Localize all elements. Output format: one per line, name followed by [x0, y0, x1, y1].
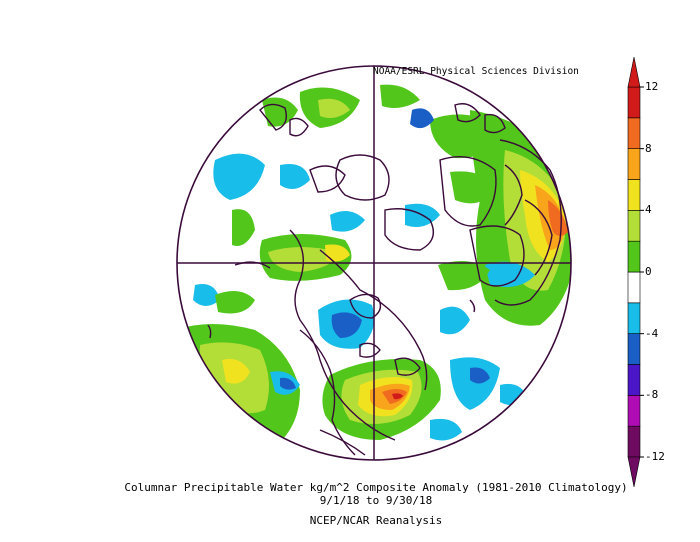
- colorbar-tick-label: 12: [645, 80, 659, 93]
- colorbar-segment: [627, 333, 641, 365]
- colorbar-segment: [627, 240, 641, 273]
- map-title: Columnar Precipitable Water kg/m^2 Compo…: [124, 481, 628, 494]
- colorbar-tick-label: 0: [645, 265, 652, 278]
- colorbar-tick-label: 8: [645, 141, 652, 155]
- colorbar-segment: [627, 210, 641, 242]
- date-range: 9/1/18 to 9/30/18: [319, 494, 433, 507]
- colorbar-tick-label: 4: [645, 203, 652, 217]
- colorbar-segment: [627, 271, 641, 304]
- colorbar-segment: [627, 117, 641, 149]
- colorbar-tick-label: -8: [645, 388, 659, 402]
- colorbar-tick-label: -12: [645, 450, 665, 463]
- colorbar-segment: [627, 425, 641, 458]
- globe-outline: [176, 65, 572, 461]
- colorbar-segment: [627, 302, 641, 334]
- colorbar-segment: [627, 86, 641, 119]
- colorbar-segment: [627, 364, 641, 396]
- colorbar-segment: [627, 179, 641, 211]
- colorbar-segment: [627, 395, 641, 427]
- colorbar-min-arrow: [627, 456, 641, 488]
- coastlines: [207, 103, 562, 456]
- data-source: NCEP/NCAR Reanalysis: [309, 514, 443, 527]
- anomaly-field: [177, 66, 571, 460]
- graticule: [177, 66, 571, 460]
- colorbar-segment: [627, 148, 641, 180]
- credit-label: NOAA/ESRL Physical Sciences Division: [373, 66, 579, 77]
- colorbar-max-arrow: [627, 56, 641, 88]
- colorbar-tick-label: -4: [645, 326, 659, 340]
- colorbar: [627, 56, 644, 488]
